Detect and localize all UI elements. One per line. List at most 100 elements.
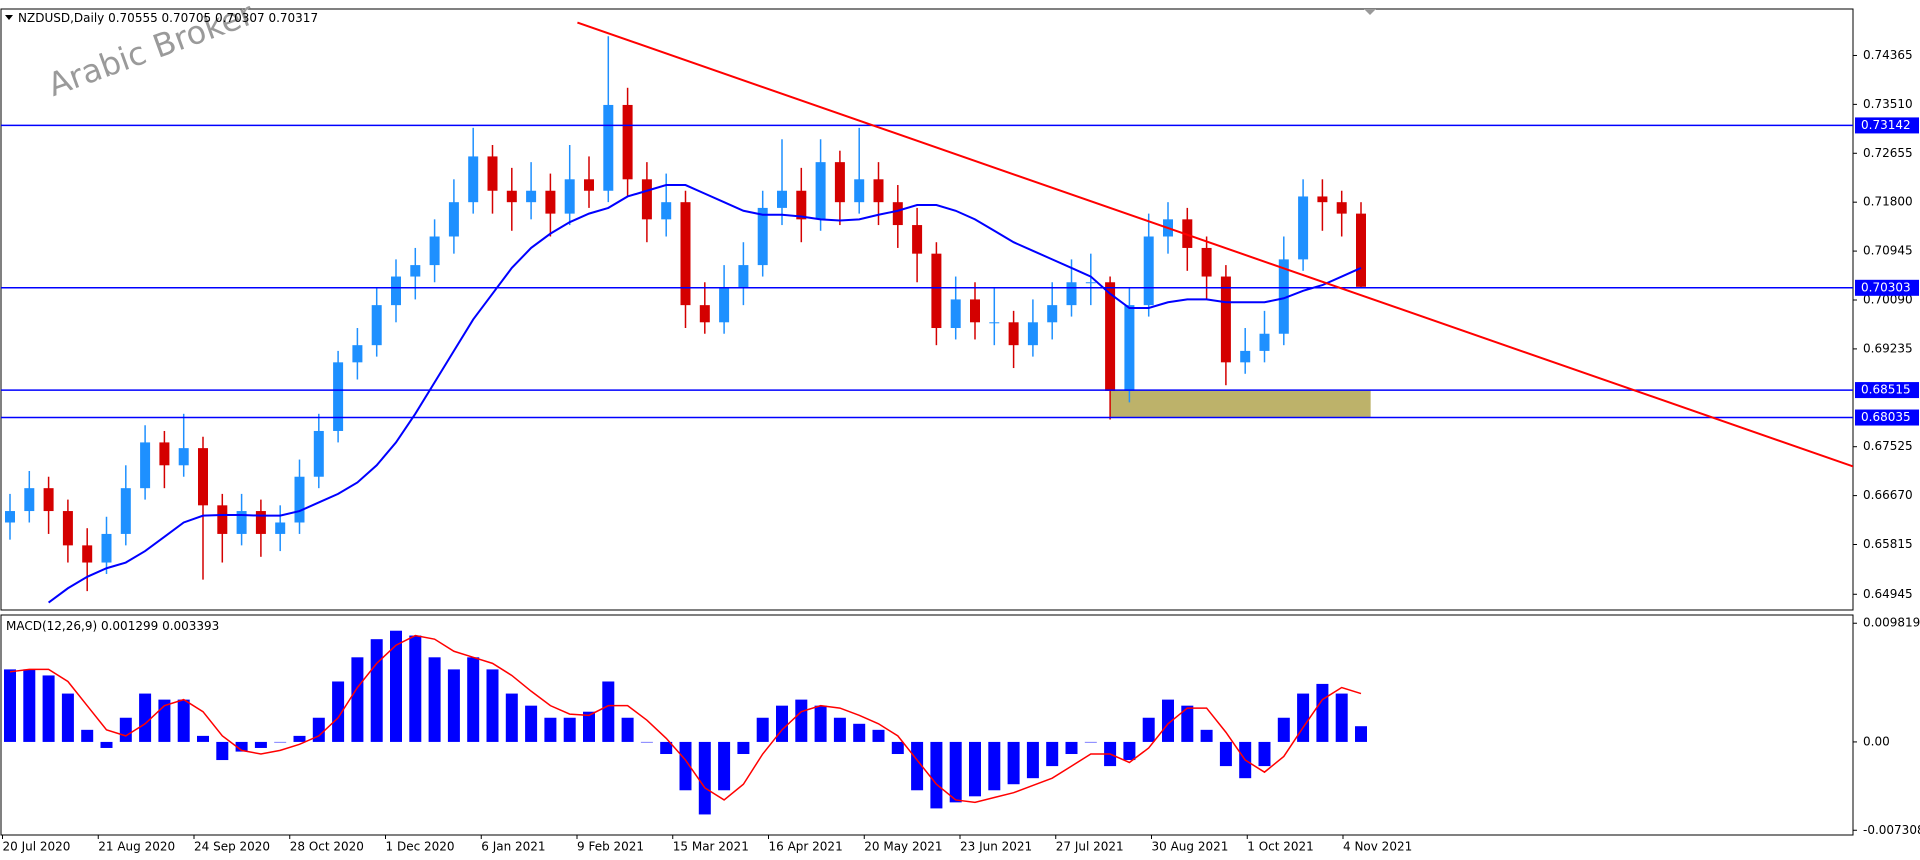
macd-y-tick-label: 0.009819 (1863, 616, 1920, 630)
candle-body (487, 156, 498, 191)
candle-body (1085, 282, 1096, 284)
x-tick-label: 20 May 2021 (864, 840, 942, 854)
y-tick-label: 0.64945 (1863, 587, 1913, 601)
macd-bar (911, 741, 924, 791)
candle-body (5, 511, 15, 523)
x-tick-label: 28 Oct 2020 (290, 840, 364, 854)
candle-body (468, 156, 479, 203)
candle-body (371, 305, 382, 346)
macd-bar (660, 741, 673, 755)
candle-body (1008, 322, 1019, 346)
level-label: 0.70303 (1861, 280, 1911, 294)
macd-bar (891, 741, 904, 755)
x-tick-label: 16 Apr 2021 (769, 840, 843, 854)
x-tick-label: 6 Jan 2021 (481, 840, 545, 854)
moving-average (48, 184, 1362, 604)
candle-body (448, 202, 459, 237)
candle-body (333, 362, 344, 431)
macd-bar (1219, 741, 1232, 767)
macd-bar (988, 741, 1001, 791)
y-tick-label: 0.69235 (1863, 341, 1913, 355)
candle-body (854, 179, 865, 203)
candle-body (1356, 213, 1366, 287)
level-tag (1855, 279, 1919, 296)
candle-body (1278, 259, 1289, 334)
shift-marker (1364, 9, 1376, 15)
level-tag (1855, 117, 1919, 134)
macd-bar (447, 669, 460, 742)
macd-bar (467, 657, 480, 742)
macd-signal (9, 634, 1362, 804)
candle-body (159, 442, 170, 466)
x-tick-label: 1 Oct 2021 (1247, 840, 1314, 854)
candle-body (1047, 305, 1058, 323)
candle-body (120, 488, 131, 534)
macd-value: 0.001299 (101, 619, 158, 633)
macd-bar (679, 741, 692, 791)
macd-bar (853, 723, 866, 742)
y-tick-label: 0.65815 (1863, 537, 1913, 551)
candle-body (950, 299, 961, 329)
macd-bar (351, 657, 364, 742)
candle-body (815, 162, 826, 220)
candle-body (352, 345, 363, 363)
macd-bar (1162, 699, 1174, 742)
macd-bar (1046, 741, 1059, 767)
macd-bar (583, 711, 595, 742)
macd-bar (177, 699, 190, 742)
macd-bar (1026, 741, 1039, 779)
candle-body (410, 265, 421, 277)
candle-body (719, 287, 730, 323)
candle-body (429, 236, 440, 266)
macd-bar (621, 717, 634, 742)
y-tick-label: 0.66670 (1863, 488, 1913, 502)
candle-body (1336, 202, 1347, 214)
macd-bar (563, 717, 576, 742)
macd-bar (254, 741, 267, 748)
macd-bar (61, 693, 74, 742)
trendline (577, 21, 1853, 468)
quote-open: 0.70555 (108, 11, 158, 25)
candle-body (82, 545, 93, 563)
candle-body (140, 442, 151, 489)
macd-bar (81, 729, 94, 742)
x-tick-label: 9 Feb 2021 (577, 840, 644, 854)
x-tick-label: 4 Nov 2021 (1343, 840, 1412, 854)
candle-body (796, 190, 807, 220)
macd-bar (293, 735, 306, 742)
candle-body (236, 511, 247, 534)
macd-bar (197, 735, 209, 742)
candle-body (989, 322, 1000, 324)
y-tick-label: 0.67525 (1863, 439, 1913, 453)
macd-bar (119, 717, 132, 742)
macd-bar (1181, 705, 1194, 742)
x-tick-label: 23 Jun 2021 (960, 840, 1032, 854)
macd-bar (949, 741, 962, 803)
macd-bar (332, 681, 345, 742)
macd-label: MACD(12,26,9) (6, 619, 97, 633)
macd-bar (139, 693, 152, 742)
macd-bar (216, 741, 229, 761)
y-tick-label: 0.74365 (1863, 48, 1913, 62)
level-tag (1855, 382, 1919, 399)
macd-bar (872, 729, 885, 742)
candle-body (101, 533, 112, 563)
candle-body (1317, 196, 1328, 203)
candle-body (198, 448, 208, 506)
macd-bar (969, 741, 981, 797)
support-zone (1110, 390, 1371, 418)
macd-bar (1335, 693, 1348, 742)
x-tick-label: 24 Sep 2020 (194, 840, 270, 854)
macd-y-tick-label: -0.007308 (1863, 823, 1920, 837)
main-panel (0, 8, 1854, 611)
x-tick-label: 27 Jul 2021 (1056, 840, 1124, 854)
quote-close: 0.70317 (268, 11, 318, 25)
macd-panel (0, 614, 1854, 836)
candle-body (1027, 322, 1038, 346)
candle-body (622, 104, 633, 180)
macd-bar (1065, 741, 1078, 755)
macd-bar (23, 669, 36, 742)
y-tick-label: 0.70945 (1863, 244, 1913, 258)
candle-body (603, 104, 614, 191)
